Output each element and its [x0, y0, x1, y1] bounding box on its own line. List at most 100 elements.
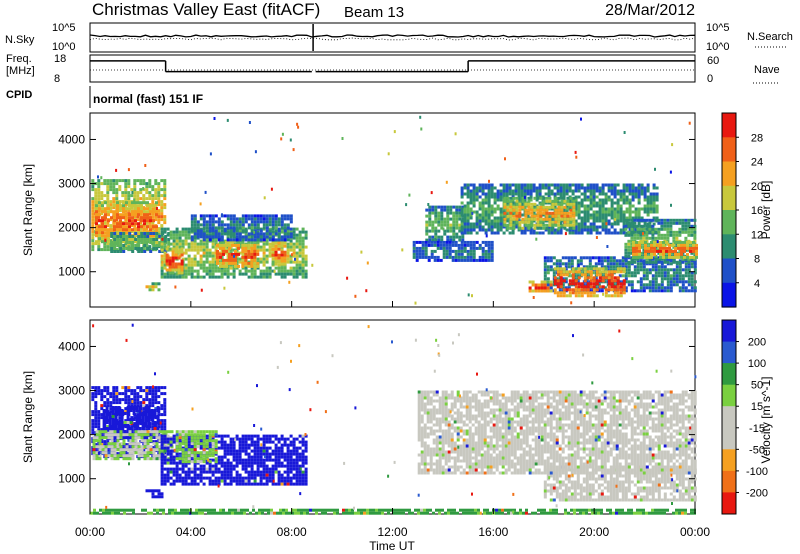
range-cell	[572, 223, 576, 227]
range-cell	[452, 232, 456, 236]
range-cell	[244, 252, 248, 256]
range-cell	[226, 230, 230, 234]
range-cell	[478, 183, 482, 187]
range-cell	[97, 425, 101, 429]
range-cell	[235, 257, 239, 261]
range-cell	[124, 419, 128, 423]
range-cell	[592, 192, 596, 196]
range-cell	[298, 233, 302, 237]
range-cell	[401, 248, 404, 252]
range-cell	[95, 225, 98, 229]
range-cell	[295, 239, 299, 243]
range-cell	[654, 286, 658, 290]
range-cell	[607, 186, 611, 190]
range-cell	[452, 217, 456, 221]
range-cell	[636, 289, 640, 293]
range-cell	[443, 220, 447, 224]
range-cell	[95, 228, 98, 232]
range-cell	[650, 246, 653, 250]
range-cell	[160, 425, 164, 429]
range-cell	[216, 261, 219, 265]
range-cell	[643, 192, 647, 196]
range-cell	[628, 198, 632, 202]
range-cell	[154, 182, 158, 186]
range-cell	[128, 219, 131, 223]
range-cell	[105, 421, 109, 424]
range-cell	[574, 225, 578, 229]
range-cell	[151, 194, 155, 198]
range-cell	[648, 251, 652, 255]
range-cell	[283, 253, 287, 257]
range-cell	[604, 294, 608, 298]
range-cell	[654, 268, 658, 272]
range-cell	[142, 182, 146, 186]
range-cell	[172, 239, 176, 243]
range-cell	[630, 230, 634, 234]
range-cell	[274, 229, 278, 233]
range-cell	[646, 222, 650, 226]
range-cell	[601, 201, 605, 205]
range-cell	[487, 246, 491, 250]
range-cell	[560, 211, 564, 215]
range-cell	[114, 406, 118, 409]
range-cell	[586, 288, 590, 292]
range-cell	[653, 249, 656, 253]
range-cell	[607, 288, 611, 292]
range-cell	[478, 204, 482, 208]
range-cell	[475, 225, 479, 229]
range-cell	[458, 223, 462, 227]
range-cell	[442, 252, 446, 256]
range-cell	[136, 401, 140, 405]
range-cell	[663, 277, 667, 281]
range-cell	[592, 213, 596, 217]
range-cell	[535, 186, 539, 190]
range-cell	[604, 192, 608, 196]
range-cell	[104, 228, 107, 232]
range-cell	[244, 217, 248, 221]
range-cell	[160, 206, 164, 210]
range-cell	[520, 201, 524, 205]
range-cell	[420, 127, 423, 131]
range-cell	[220, 223, 224, 227]
range-cell	[543, 271, 547, 275]
range-cell	[633, 260, 637, 264]
range-cell	[619, 228, 623, 232]
range-cell	[421, 246, 425, 250]
range-cell	[544, 186, 548, 190]
range-cell	[256, 264, 260, 268]
range-cell	[145, 242, 149, 246]
range-cell	[142, 449, 146, 453]
range-cell	[490, 210, 494, 214]
range-cell	[546, 256, 550, 260]
range-cell	[120, 412, 124, 415]
range-cell	[526, 183, 530, 187]
range-cell	[589, 276, 593, 280]
range-cell	[632, 255, 635, 259]
range-cell	[678, 265, 682, 269]
range-cell	[654, 283, 658, 287]
range-cell	[126, 421, 130, 424]
range-cell	[574, 219, 578, 223]
range-cell	[651, 218, 655, 222]
range-cell	[122, 222, 125, 226]
range-cell	[208, 263, 212, 267]
range-cell	[100, 404, 104, 408]
range-cell	[545, 217, 549, 221]
range-cell	[211, 257, 215, 261]
range-cell	[146, 201, 149, 205]
range-cell	[301, 251, 305, 255]
range-cell	[655, 186, 659, 190]
range-cell	[446, 211, 450, 215]
range-cell	[222, 249, 225, 253]
range-cell	[627, 254, 631, 258]
range-cell	[133, 198, 136, 202]
range-cell	[253, 255, 257, 259]
range-cell	[100, 440, 104, 444]
range-cell	[443, 208, 447, 212]
range-cell	[569, 220, 573, 224]
range-cell	[577, 189, 581, 193]
range-cell	[687, 230, 691, 234]
range-cell	[199, 214, 203, 218]
range-cell	[475, 213, 479, 217]
